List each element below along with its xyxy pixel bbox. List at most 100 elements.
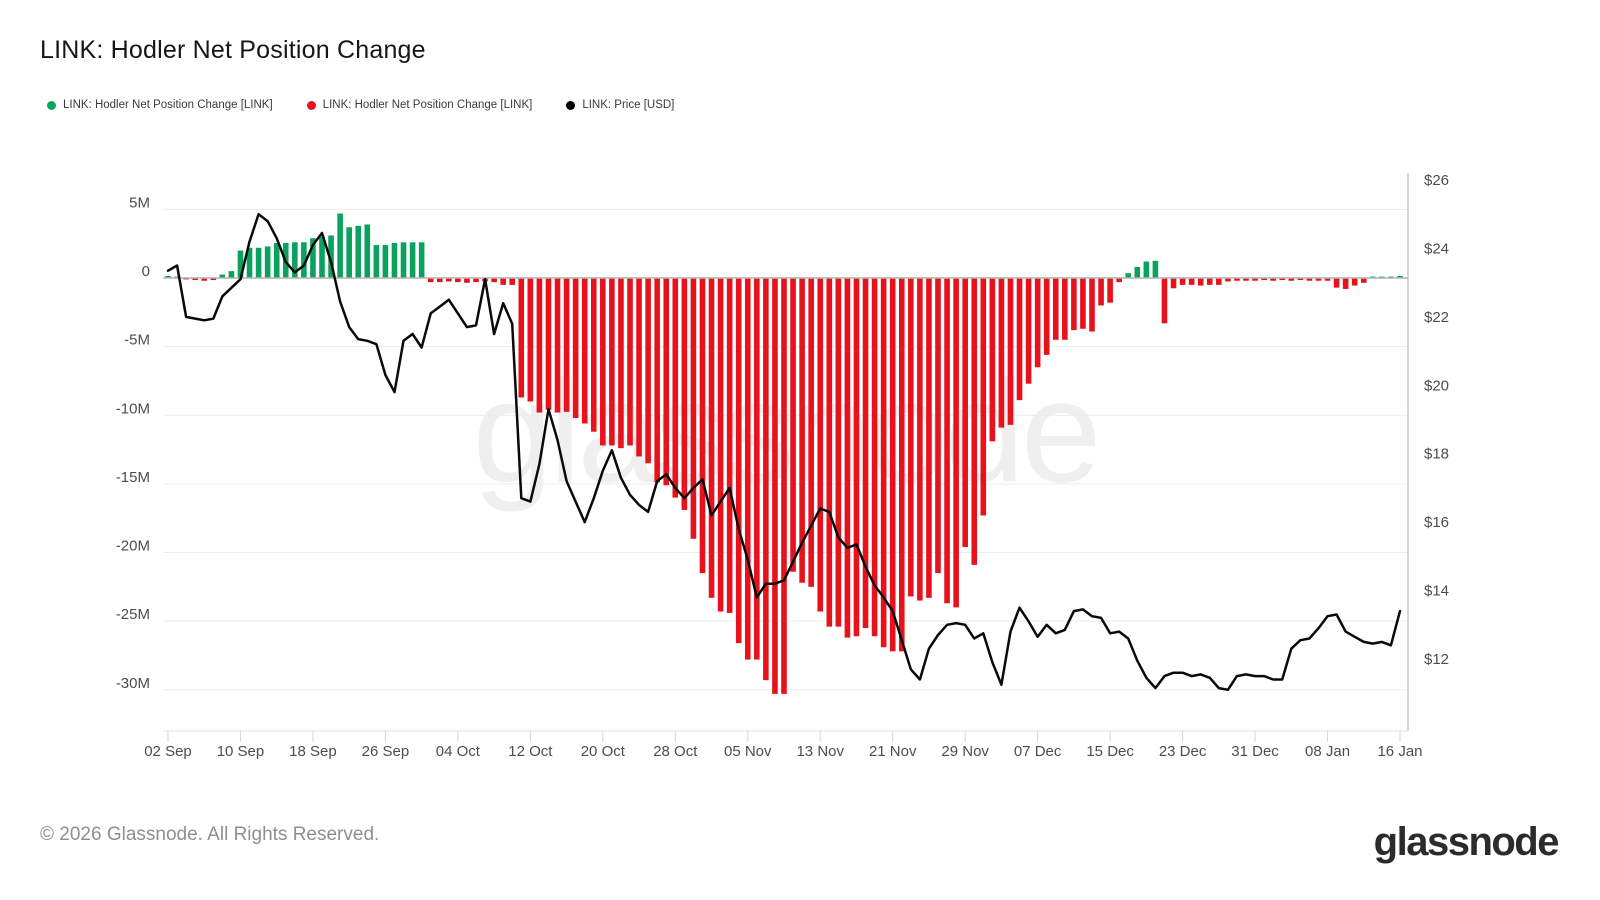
bar bbox=[527, 278, 534, 402]
bar bbox=[908, 278, 914, 597]
x-tick-label: 13 Nov bbox=[796, 743, 844, 760]
bar bbox=[1134, 267, 1141, 278]
bar bbox=[826, 278, 833, 627]
right-tick-label: $12 bbox=[1424, 651, 1449, 668]
bar bbox=[1034, 278, 1041, 368]
bar bbox=[898, 278, 905, 652]
right-tick-label: $20 bbox=[1424, 377, 1449, 394]
bar bbox=[1071, 278, 1077, 331]
bar bbox=[292, 242, 298, 278]
legend-item-hodler-positive[interactable]: LINK: Hodler Net Position Change [LINK] bbox=[47, 99, 273, 111]
bar bbox=[618, 278, 624, 449]
bar bbox=[1107, 278, 1113, 303]
bar bbox=[464, 278, 470, 283]
bar bbox=[862, 278, 869, 629]
right-tick-label: $24 bbox=[1424, 240, 1449, 257]
bar bbox=[427, 278, 434, 283]
bar bbox=[636, 278, 642, 457]
bar bbox=[581, 278, 588, 424]
x-tick-label: 07 Dec bbox=[1014, 743, 1062, 760]
bar bbox=[491, 278, 497, 283]
bar bbox=[1080, 278, 1086, 329]
bar bbox=[572, 278, 579, 419]
x-tick-label: 10 Sep bbox=[217, 743, 265, 760]
bar bbox=[1025, 278, 1032, 384]
bar bbox=[853, 278, 860, 637]
bar bbox=[473, 278, 479, 283]
bar bbox=[165, 275, 171, 278]
x-tick-label: 18 Sep bbox=[289, 743, 337, 760]
x-tick-label: 08 Jan bbox=[1305, 743, 1350, 760]
bar bbox=[1043, 278, 1050, 355]
legend-item-price[interactable]: LINK: Price [USD] bbox=[566, 99, 674, 111]
x-tick-label: 28 Oct bbox=[653, 743, 698, 760]
bar bbox=[273, 242, 280, 278]
bar bbox=[663, 278, 670, 486]
bar bbox=[500, 278, 506, 285]
bar bbox=[1270, 278, 1276, 281]
bar bbox=[1360, 278, 1367, 283]
bar bbox=[844, 278, 851, 638]
left-tick-label: -30M bbox=[116, 675, 150, 692]
bar bbox=[1397, 275, 1403, 278]
bar bbox=[418, 242, 425, 278]
price-line bbox=[166, 212, 1402, 692]
bar bbox=[1125, 273, 1132, 278]
bar bbox=[409, 242, 416, 278]
bar bbox=[355, 225, 362, 278]
bar bbox=[237, 250, 244, 278]
bar bbox=[1062, 278, 1068, 340]
bar bbox=[1252, 278, 1258, 281]
bar bbox=[726, 278, 733, 613]
x-tick-label: 02 Sep bbox=[144, 743, 192, 760]
bar bbox=[1089, 278, 1095, 332]
red-dot-icon bbox=[306, 100, 316, 110]
right-tick-label: $16 bbox=[1424, 514, 1449, 531]
x-tick-label: 16 Jan bbox=[1377, 743, 1422, 760]
right-tick-label: $18 bbox=[1424, 446, 1449, 463]
x-tick-label: 12 Oct bbox=[508, 743, 553, 760]
x-tick-label: 20 Oct bbox=[581, 743, 626, 760]
bar bbox=[808, 278, 814, 587]
bar bbox=[980, 278, 987, 516]
bar bbox=[509, 278, 516, 285]
bar bbox=[717, 278, 724, 612]
bar bbox=[436, 278, 443, 283]
chart-legend: LINK: Hodler Net Position Change [LINK] … bbox=[47, 99, 674, 111]
bar bbox=[645, 278, 651, 464]
left-tick-label: -5M bbox=[124, 332, 150, 349]
right-tick-label: $26 bbox=[1424, 172, 1449, 189]
bar bbox=[1279, 278, 1286, 281]
bar bbox=[373, 245, 380, 278]
bar bbox=[1116, 278, 1122, 283]
bar bbox=[917, 278, 923, 601]
bar bbox=[1179, 278, 1186, 285]
bar bbox=[871, 278, 878, 637]
bar bbox=[654, 278, 660, 483]
bar bbox=[735, 278, 742, 644]
bar bbox=[400, 242, 407, 278]
bar bbox=[1197, 278, 1204, 286]
bar bbox=[1016, 278, 1023, 401]
bar bbox=[518, 278, 525, 398]
bar bbox=[1188, 278, 1195, 285]
x-tick-label: 21 Nov bbox=[869, 743, 917, 760]
green-dot-icon bbox=[47, 100, 56, 110]
x-tick-label: 31 Dec bbox=[1231, 743, 1279, 760]
bar bbox=[772, 278, 778, 694]
bar bbox=[953, 278, 959, 608]
bar bbox=[1342, 278, 1349, 289]
bar bbox=[880, 278, 887, 648]
x-tick-label: 05 Nov bbox=[724, 743, 772, 760]
bar bbox=[971, 278, 978, 565]
bar bbox=[744, 278, 751, 660]
x-tick-label: 29 Nov bbox=[941, 743, 989, 760]
bar bbox=[799, 278, 805, 583]
legend-item-hodler-negative[interactable]: LINK: Hodler Net Position Change [LINK] bbox=[306, 99, 532, 111]
bar bbox=[699, 278, 706, 574]
bar bbox=[817, 278, 824, 612]
left-axis: 5M 0 -5M -10M -15M -20M -25M -30M bbox=[116, 194, 150, 691]
left-tick-label: 0 bbox=[142, 263, 150, 280]
x-tick-label: 23 Dec bbox=[1159, 743, 1207, 760]
